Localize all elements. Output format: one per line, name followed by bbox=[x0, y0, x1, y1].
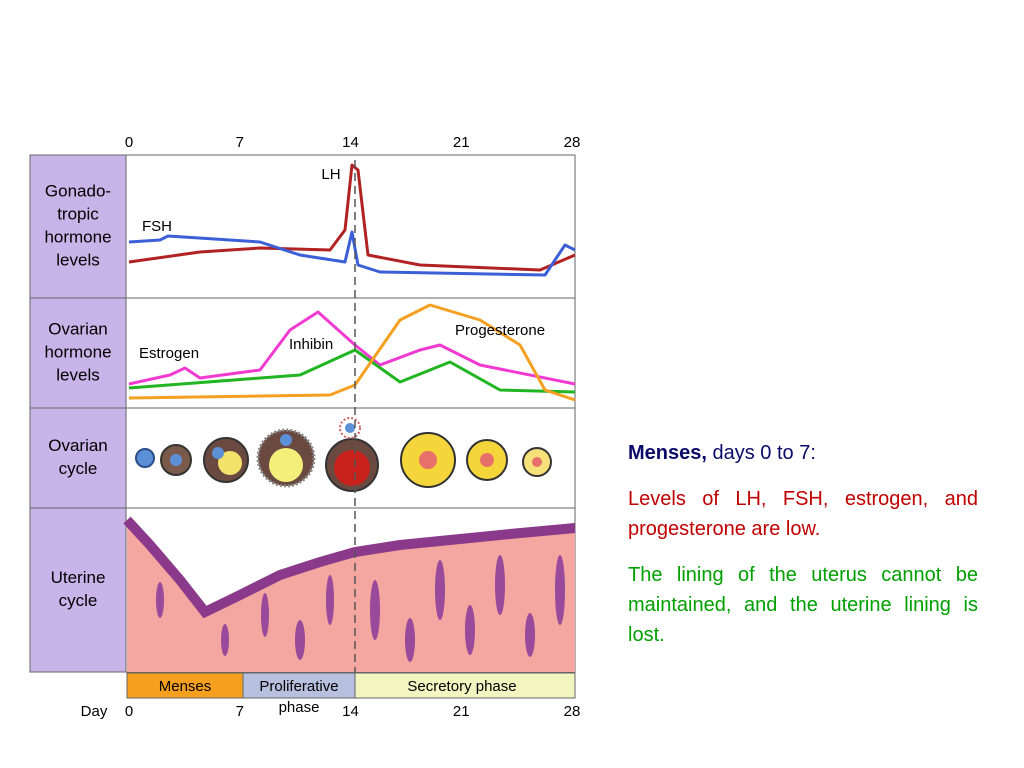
lh-curve bbox=[128, 163, 576, 272]
heading-rest: days 0 to 7: bbox=[712, 442, 816, 464]
day-tick: 7 bbox=[236, 703, 244, 720]
row-label: Uterine bbox=[51, 568, 106, 587]
paragraph: The lining of the uterus cannot be maint… bbox=[628, 564, 978, 646]
label-column bbox=[29, 154, 127, 673]
row-label: hormone bbox=[44, 227, 111, 246]
curve-label: FSH bbox=[142, 218, 172, 235]
curve-label: Progesterone bbox=[455, 322, 545, 339]
day-tick: 28 bbox=[564, 703, 581, 720]
curve-label: LH bbox=[321, 166, 340, 183]
row-label: levels bbox=[56, 250, 99, 269]
row-label: Ovarian bbox=[48, 319, 108, 338]
row-label: levels bbox=[56, 365, 99, 384]
row-label: cycle bbox=[59, 591, 98, 610]
day-tick: 28 bbox=[564, 134, 581, 151]
day-tick: 7 bbox=[236, 134, 244, 151]
row-label: Ovarian bbox=[48, 436, 108, 455]
uterine-lining bbox=[127, 520, 575, 672]
day-tick: 21 bbox=[453, 703, 470, 720]
day-label: Day bbox=[81, 703, 108, 720]
day-tick: 14 bbox=[342, 703, 359, 720]
phase-label: Secretory phase bbox=[407, 678, 516, 695]
heading: Menses, days 0 to 7: bbox=[628, 438, 978, 468]
curve-label: Estrogen bbox=[139, 345, 199, 362]
row-label: cycle bbox=[59, 459, 98, 478]
phase-label: Proliferative bbox=[259, 678, 338, 695]
paragraph: Levels of LH, FSH, estrogen, and progest… bbox=[628, 488, 978, 540]
glands bbox=[156, 555, 565, 662]
row-label: hormone bbox=[44, 342, 111, 361]
phase-label: Menses bbox=[159, 678, 212, 695]
heading-bold: Menses, bbox=[628, 442, 707, 464]
inhibin-curve bbox=[128, 348, 576, 394]
progesterone-curve bbox=[128, 303, 576, 402]
phase-label: phase bbox=[279, 699, 320, 716]
day-tick: 0 bbox=[125, 703, 133, 720]
curve-label: Inhibin bbox=[289, 336, 333, 353]
follicles bbox=[135, 417, 552, 492]
day-tick: 21 bbox=[453, 134, 470, 151]
row-label: tropic bbox=[57, 204, 99, 223]
day-tick: 0 bbox=[125, 134, 133, 151]
fsh-curve bbox=[128, 230, 576, 277]
phase-secretory bbox=[354, 672, 576, 699]
estrogen-curve bbox=[128, 310, 576, 386]
row-label: Gonado- bbox=[45, 181, 111, 200]
uterine-surface bbox=[123, 516, 576, 619]
day-tick: 14 bbox=[342, 134, 359, 151]
notes: Menses, days 0 to 7: Levels of LH, FSH, … bbox=[628, 438, 978, 666]
phase-menses bbox=[126, 672, 244, 699]
